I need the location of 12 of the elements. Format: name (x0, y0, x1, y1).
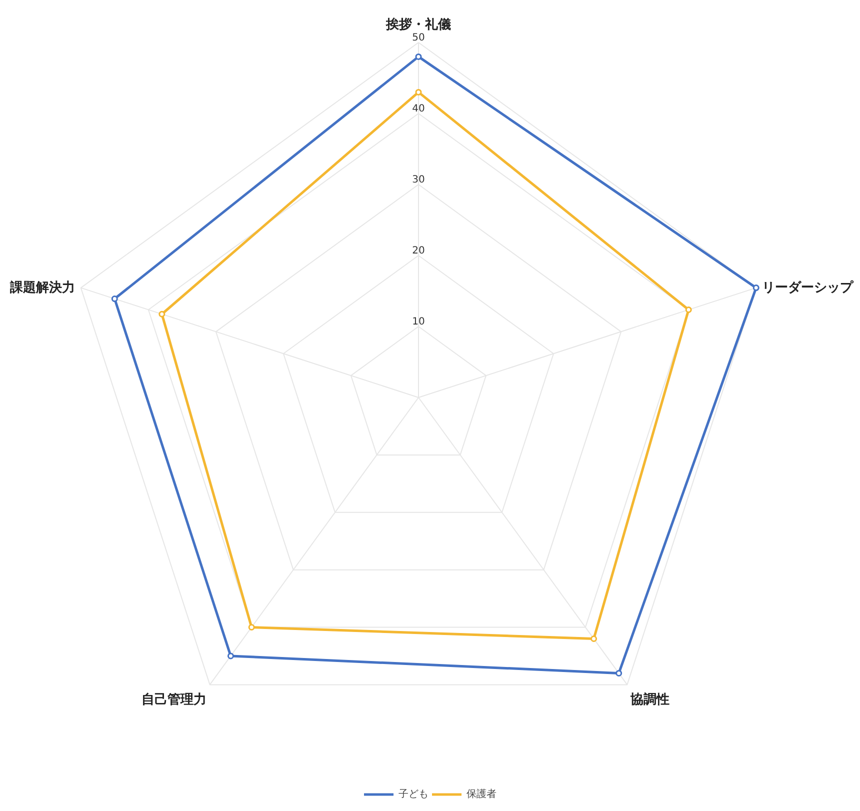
spoke-label: 課題解決力 (9, 279, 76, 296)
legend-label: 子ども (398, 788, 428, 801)
y-tick-label: 30 (412, 174, 425, 186)
y-tick-label: 20 (412, 246, 425, 256)
y-tick-label: 40 (412, 104, 425, 114)
spoke-label: 自己管理力 (141, 692, 206, 708)
y-tick-label: 50 (412, 32, 425, 44)
legend-label: 保護者 (466, 788, 496, 801)
spoke-label: リーダーシップ (762, 279, 854, 296)
y-tick-label: 10 (412, 316, 425, 328)
spoke-label: 挨拶・礼儀 (385, 16, 451, 32)
spoke-label: 協調性 (630, 692, 670, 708)
